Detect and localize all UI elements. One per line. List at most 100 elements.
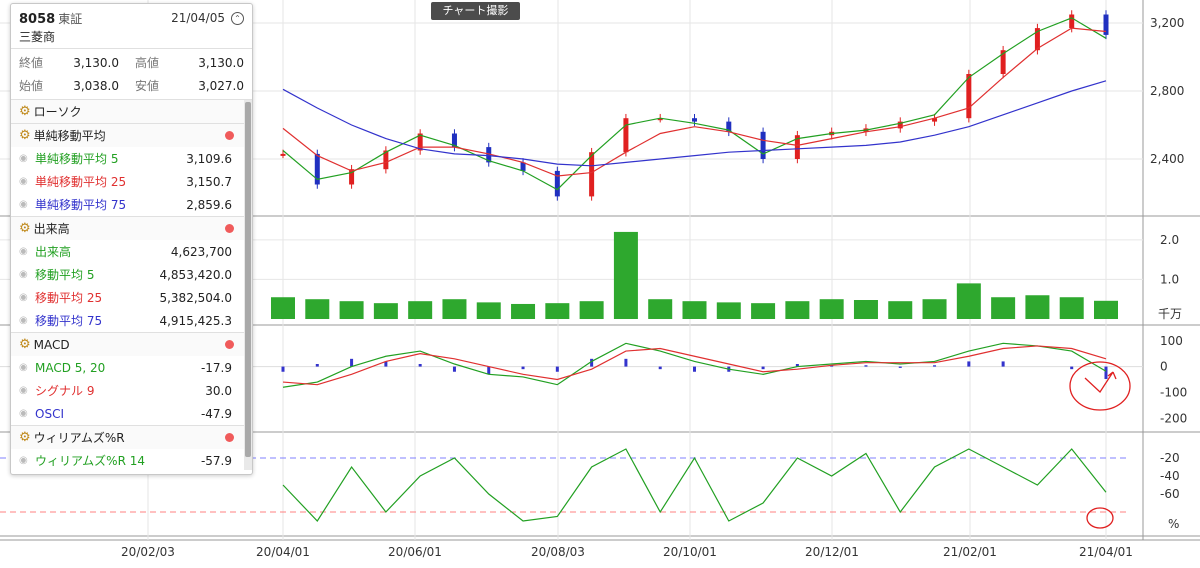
candle-body — [1103, 14, 1109, 35]
delete-indicator-icon[interactable] — [225, 224, 234, 233]
volume-bar — [271, 297, 295, 319]
gear-icon[interactable]: ⚙ — [19, 430, 31, 445]
volume-bar — [1094, 300, 1118, 319]
volume-bar — [922, 299, 947, 319]
price-label: 高値 — [135, 56, 160, 70]
indicator-label: OSCI — [35, 406, 64, 421]
indicator-label: 移動平均 25 — [35, 291, 103, 305]
indicator-value: 4,853,420.0 — [159, 267, 232, 282]
indicator-section: ⚙ MACD ◉ MACD 5, 20 -17.9 ◉ シグナル 9 30.0 ◉ OSCI -47… — [11, 333, 252, 426]
indicator-label: シグナル 9 — [35, 384, 95, 398]
volume-bar — [305, 299, 330, 319]
indicator-label: 単純移動平均 25 — [35, 175, 127, 189]
delete-indicator-icon[interactable] — [225, 433, 234, 442]
eye-icon[interactable]: ◉ — [19, 362, 28, 373]
indicator-value: 4,915,425.3 — [159, 313, 232, 328]
indicator-section: ⚙ ローソク — [11, 100, 252, 124]
section-header[interactable]: ⚙ 出来高 — [11, 217, 252, 240]
price-label: 安値 — [135, 79, 160, 93]
eye-icon[interactable]: ◉ — [19, 455, 28, 466]
osci-bar — [933, 365, 937, 367]
indicator-value: 4,623,700 — [170, 244, 232, 259]
delete-indicator-icon[interactable] — [225, 131, 234, 140]
osci-bar — [281, 366, 285, 372]
section-title: MACD — [33, 337, 70, 352]
eye-icon[interactable]: ◉ — [19, 269, 28, 280]
indicator-label: MACD 5, 20 — [35, 360, 106, 375]
section-header[interactable]: ⚙ ローソク — [11, 100, 252, 123]
gear-icon[interactable]: ⚙ — [19, 337, 31, 352]
section-header[interactable]: ⚙ ウィリアムズ%R — [11, 426, 252, 449]
osci-bar — [1001, 361, 1005, 367]
gear-icon[interactable]: ⚙ — [19, 128, 31, 143]
volume-bar — [579, 301, 604, 319]
volume-bar — [545, 303, 570, 319]
volume-bar — [339, 301, 364, 319]
osci-bar — [693, 366, 696, 372]
gear-icon[interactable]: ⚙ — [19, 221, 31, 236]
eye-icon[interactable]: ◉ — [19, 385, 28, 396]
scrollbar[interactable] — [244, 100, 252, 470]
eye-icon[interactable]: ◉ — [19, 292, 28, 303]
indicator-item: ◉ OSCI -47.9 — [11, 402, 252, 425]
candle-body — [451, 133, 457, 148]
indicator-item: ◉ 移動平均 75 4,915,425.3 — [11, 309, 252, 332]
section-header[interactable]: ⚙ 単純移動平均 — [11, 124, 252, 147]
macd-tick-label: -200 — [1160, 411, 1187, 425]
osci-bar — [487, 366, 491, 375]
indicator-value: 3,109.6 — [186, 151, 232, 166]
osci-bar — [795, 364, 799, 367]
x-tick-label: 21/02/01 — [943, 545, 997, 559]
wr-tick-label: -20 — [1160, 451, 1180, 465]
volume-bar — [613, 231, 638, 319]
eye-icon[interactable]: ◉ — [19, 408, 28, 419]
x-tick-label: 21/04/01 — [1079, 545, 1133, 559]
osci-bar — [1104, 366, 1108, 379]
volume-bar — [991, 297, 1016, 319]
eye-icon[interactable]: ◉ — [19, 176, 28, 187]
macd-tick-label: 100 — [1160, 334, 1183, 348]
gear-icon[interactable]: ⚙ — [19, 104, 31, 119]
osci-bar — [418, 364, 422, 367]
indicator-label: 移動平均 5 — [35, 268, 95, 282]
section-title: ローソク — [33, 105, 82, 119]
info-date: 21/04/05 — [171, 11, 225, 25]
osci-bar — [555, 366, 559, 372]
price-row: 終値 3,130.0 高値 3,130.0 — [19, 51, 244, 74]
indicator-item: ◉ ウィリアムズ%R 14 -57.9 — [11, 449, 252, 470]
macd-tick-label: 0 — [1160, 360, 1168, 374]
section-title: ウィリアムズ%R — [33, 431, 125, 445]
volume-bar — [373, 303, 398, 319]
x-tick-label: 20/06/01 — [388, 545, 442, 559]
delete-indicator-icon[interactable] — [225, 340, 234, 349]
indicator-item: ◉ 移動平均 25 5,382,504.0 — [11, 286, 252, 309]
indicator-label: 単純移動平均 75 — [35, 198, 127, 212]
eye-icon[interactable]: ◉ — [19, 246, 28, 257]
x-tick-label: 20/12/01 — [805, 545, 859, 559]
chart-capture-button[interactable]: チャート撮影 — [431, 2, 520, 20]
candle-body — [349, 169, 355, 185]
price-summary: 終値 3,130.0 高値 3,130.0 始値 3,038.0 安値 3,027.0 — [11, 48, 252, 99]
volume-bar — [751, 303, 776, 319]
candle-body — [314, 153, 320, 185]
osci-bar — [452, 366, 456, 372]
section-header[interactable]: ⚙ MACD — [11, 333, 252, 356]
macd-line — [282, 342, 1107, 388]
osci-bar — [384, 361, 388, 367]
eye-icon[interactable]: ◉ — [19, 315, 28, 326]
indicator-section: ⚙ ウィリアムズ%R ◉ ウィリアムズ%R 14 -57.9 — [11, 426, 252, 470]
candle-body — [932, 118, 938, 122]
scrollbar-thumb[interactable] — [245, 102, 251, 457]
collapse-icon[interactable]: ⌃ — [231, 11, 244, 25]
indicator-value: -47.9 — [200, 406, 232, 421]
eye-icon[interactable]: ◉ — [19, 199, 28, 210]
candle-body — [383, 150, 389, 170]
volume-bar — [1025, 295, 1050, 319]
candle-body — [794, 135, 800, 159]
osci-bar — [350, 358, 354, 367]
osci-bar — [521, 366, 525, 370]
eye-icon[interactable]: ◉ — [19, 153, 28, 164]
volume-bar — [408, 301, 433, 319]
volume-bar — [956, 283, 981, 319]
